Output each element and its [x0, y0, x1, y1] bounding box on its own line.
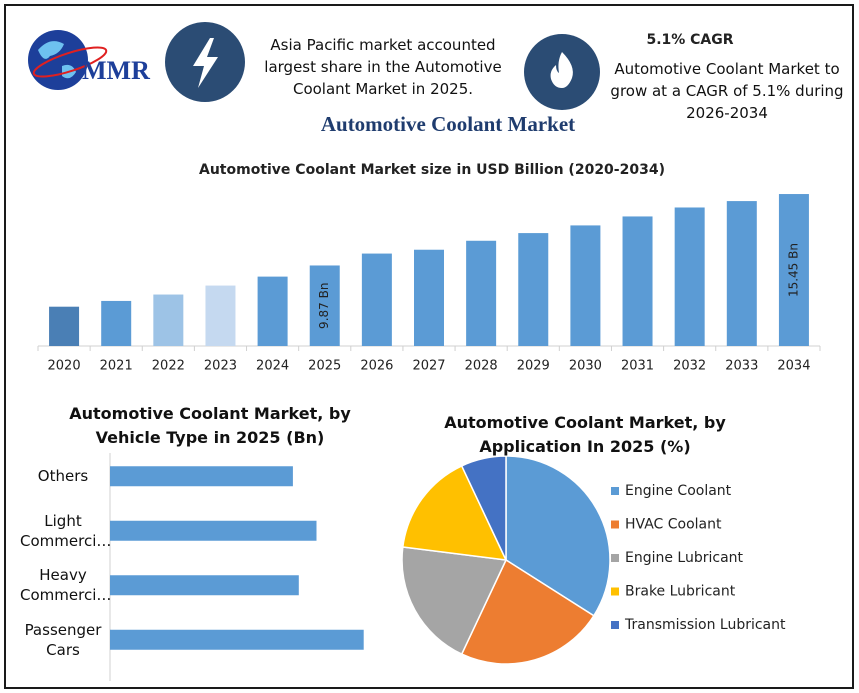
bar	[674, 207, 705, 346]
legend-label: Transmission Lubricant	[624, 617, 786, 633]
legend-label: Brake Lubricant	[625, 584, 736, 600]
x-tick-label: 2022	[152, 359, 185, 374]
cagr-note: Automotive Coolant Market to grow at a C…	[610, 60, 844, 122]
flame-shape	[550, 52, 573, 88]
bar	[518, 233, 549, 346]
pie-slice	[401, 546, 508, 656]
bar	[101, 300, 132, 346]
bar	[205, 285, 236, 346]
bar	[309, 265, 340, 346]
y-tick-label: Passenger Cars	[24, 620, 102, 659]
legend-swatch	[611, 621, 619, 629]
cagr-title: 5.1% CAGR	[646, 32, 733, 48]
bar	[110, 520, 317, 541]
legend-swatch	[611, 520, 619, 529]
bar	[110, 575, 299, 596]
x-tick-label: 2034	[777, 359, 810, 374]
bar	[570, 225, 601, 346]
legend-swatch	[611, 487, 619, 495]
x-tick-label: 2027	[412, 359, 445, 374]
bar	[361, 253, 392, 346]
legend-label: Engine Coolant	[625, 483, 732, 499]
left-note: Asia Pacific market accounted largest sh…	[264, 36, 502, 98]
x-tick-label: 2023	[204, 359, 237, 374]
legend-swatch	[611, 554, 619, 562]
bar	[622, 216, 653, 346]
x-tick-label: 2030	[569, 359, 602, 374]
bar	[726, 201, 757, 346]
value-label: 15.45 Bn	[786, 243, 800, 297]
legend-swatch	[611, 587, 619, 596]
bar	[257, 276, 288, 346]
x-tick-label: 2021	[100, 359, 133, 374]
bar	[153, 294, 184, 346]
x-tick-label: 2024	[256, 359, 289, 374]
bar	[49, 306, 80, 346]
x-tick-label: 2029	[517, 359, 550, 374]
y-tick-label: Light Commerci…	[20, 511, 112, 550]
pie-slice	[460, 455, 507, 561]
bar	[414, 249, 444, 346]
logo-globe	[28, 30, 88, 90]
bolt-shape	[193, 38, 218, 88]
y-tick-label: Others	[37, 467, 89, 486]
bar-title: Automotive Coolant Market size in USD Bi…	[199, 162, 665, 178]
legend-label: HVAC Coolant	[625, 517, 722, 533]
logo: MMR	[28, 30, 150, 90]
frame	[4, 4, 854, 689]
pie-title: Automotive Coolant Market, by Applicatio…	[444, 413, 726, 456]
x-tick-label: 2032	[673, 359, 706, 374]
bar	[466, 240, 497, 346]
x-tick-label: 2020	[48, 359, 81, 374]
pie-slice	[460, 558, 595, 665]
pie-slice	[401, 464, 508, 561]
x-tick-label: 2026	[360, 359, 393, 374]
x-tick-label: 2033	[725, 359, 758, 374]
value-label: 9.87 Bn	[317, 283, 331, 329]
y-tick-label: Heavy Commerci…	[20, 566, 112, 605]
bar	[110, 466, 293, 487]
x-tick-label: 2025	[308, 359, 341, 374]
x-tick-label: 2031	[621, 359, 654, 374]
x-tick-label: 2028	[465, 359, 498, 374]
logo-land	[38, 41, 76, 79]
hbar-title: Automotive Coolant Market, by Vehicle Ty…	[69, 404, 351, 447]
logo-text: MMR	[82, 56, 150, 85]
main-title: Automotive Coolant Market	[321, 112, 575, 136]
bar	[778, 194, 809, 346]
bar	[110, 629, 364, 650]
legend-label: Engine Lubricant	[625, 550, 744, 566]
logo-ring	[32, 46, 108, 78]
